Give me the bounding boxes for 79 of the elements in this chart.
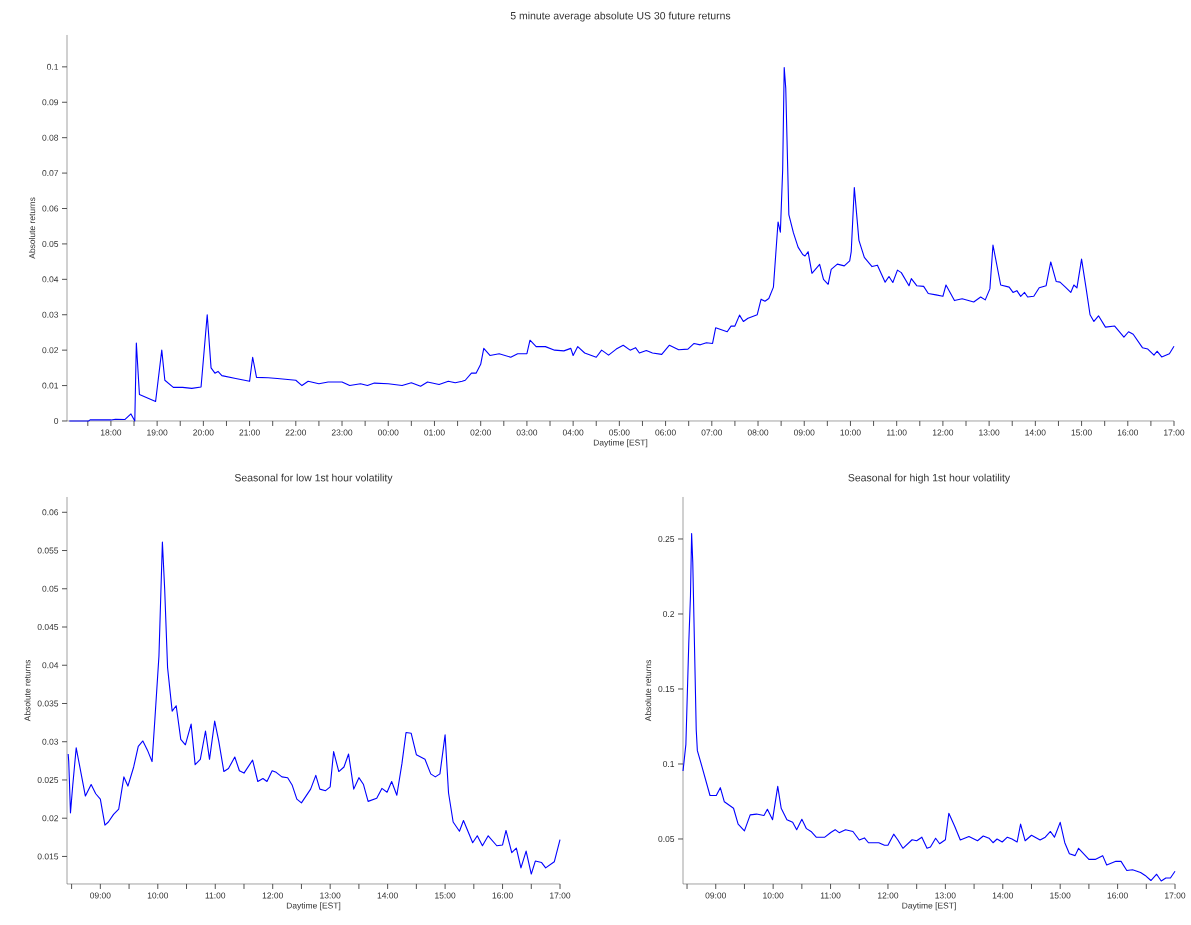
x-tick-label: 13:00 — [320, 892, 341, 899]
y-tick-label: 0.1 — [47, 63, 59, 70]
y-tick-label: 0.25 — [658, 535, 675, 542]
x-tick-label: 21:00 — [239, 429, 260, 436]
x-tick-label: 13:00 — [935, 892, 956, 899]
y-tick-label: 0.06 — [42, 205, 59, 212]
x-tick-label: 08:00 — [747, 429, 769, 436]
x-tick-label: 15:00 — [435, 892, 456, 899]
y-tick-label: 0.2 — [663, 610, 675, 617]
x-tick-label: 09:00 — [90, 892, 111, 899]
y-tick-label: 0.025 — [37, 776, 59, 783]
y-tick-label: 0.02 — [42, 815, 59, 822]
y-axis-title: Absolute returns — [28, 197, 36, 259]
x-tick-label: 18:00 — [100, 429, 122, 436]
x-tick-label: 12:00 — [932, 429, 954, 436]
y-tick-label: 0.1 — [663, 760, 675, 767]
x-tick-label: 10:00 — [147, 892, 169, 899]
y-tick-label: 0.055 — [37, 547, 59, 554]
chart-title: Seasonal for low 1st hour volatility — [234, 473, 393, 484]
y-tick-label: 0.04 — [42, 276, 59, 283]
x-tick-label: 17:00 — [550, 892, 571, 899]
line-series — [67, 541, 561, 875]
x-tick-label: 11:00 — [887, 429, 907, 436]
x-tick-label: 20:00 — [193, 429, 214, 436]
x-tick-label: 23:00 — [331, 429, 353, 436]
x-tick-label: 16:00 — [1117, 429, 1139, 436]
x-tick-label: 19:00 — [147, 429, 168, 436]
y-tick-label: 0.03 — [42, 311, 59, 318]
x-tick-label: 16:00 — [1107, 892, 1128, 899]
x-tick-label: 09:00 — [793, 429, 815, 436]
y-tick-label: 0.07 — [42, 170, 59, 177]
x-tick-label: 12:00 — [878, 892, 899, 899]
x-tick-label: 04:00 — [562, 429, 584, 436]
y-tick-label: 0.02 — [42, 347, 59, 354]
x-tick-label: 22:00 — [285, 429, 307, 436]
x-tick-label: 06:00 — [655, 429, 676, 436]
x-tick-label: 00:00 — [377, 429, 399, 436]
x-tick-label: 03:00 — [516, 429, 538, 436]
chart-title: Seasonal for high 1st hour volatility — [848, 473, 1011, 484]
x-tick-label: 11:00 — [205, 892, 226, 899]
line-series — [682, 532, 1176, 882]
x-axis-title: Daytime [EST] — [593, 439, 648, 448]
x-tick-label: 14:00 — [1025, 429, 1046, 436]
x-axis-title: Daytime [EST] — [286, 902, 341, 911]
y-tick-label: 0.05 — [42, 240, 59, 247]
x-tick-label: 17:00 — [1164, 429, 1185, 436]
y-tick-label: 0.05 — [658, 835, 675, 842]
y-tick-label: 0.15 — [658, 685, 675, 692]
y-tick-label: 0.045 — [37, 624, 59, 630]
x-axis-title: Daytime [EST] — [902, 902, 956, 911]
y-tick-label: 0.09 — [42, 99, 59, 106]
x-tick-label: 07:00 — [701, 429, 723, 436]
y-tick-label: 0.04 — [42, 662, 59, 669]
x-tick-label: 17:00 — [1165, 892, 1186, 899]
x-tick-label: 11:00 — [820, 892, 841, 899]
y-tick-label: 0.06 — [42, 509, 59, 516]
x-tick-label: 10:00 — [763, 892, 784, 899]
x-tick-label: 05:00 — [609, 429, 630, 436]
x-tick-label: 13:00 — [979, 429, 1000, 436]
y-axis-title: Absolute returns — [644, 659, 652, 722]
x-tick-label: 09:00 — [705, 892, 726, 899]
y-tick-label: 0.05 — [42, 585, 59, 592]
y-tick-label: 0 — [54, 417, 59, 424]
y-axis-title: Absolute returns — [24, 659, 31, 722]
x-tick-label: 12:00 — [262, 892, 283, 899]
x-tick-label: 10:00 — [840, 429, 861, 436]
x-tick-label: 14:00 — [992, 892, 1014, 899]
y-tick-label: 0.01 — [42, 382, 59, 389]
chart-title: 5 minute average absolute US 30 future returns — [510, 11, 731, 22]
y-tick-label: 0.035 — [37, 700, 59, 707]
y-tick-label: 0.03 — [42, 738, 59, 745]
y-tick-label: 0.08 — [42, 134, 59, 141]
y-tick-label: 0.015 — [37, 853, 59, 860]
x-tick-label: 15:00 — [1050, 892, 1071, 899]
x-tick-label: 16:00 — [492, 892, 513, 899]
x-tick-label: 14:00 — [377, 892, 398, 899]
x-tick-label: 01:00 — [424, 429, 445, 436]
x-tick-label: 15:00 — [1071, 429, 1092, 436]
x-tick-label: 02:00 — [470, 429, 491, 436]
